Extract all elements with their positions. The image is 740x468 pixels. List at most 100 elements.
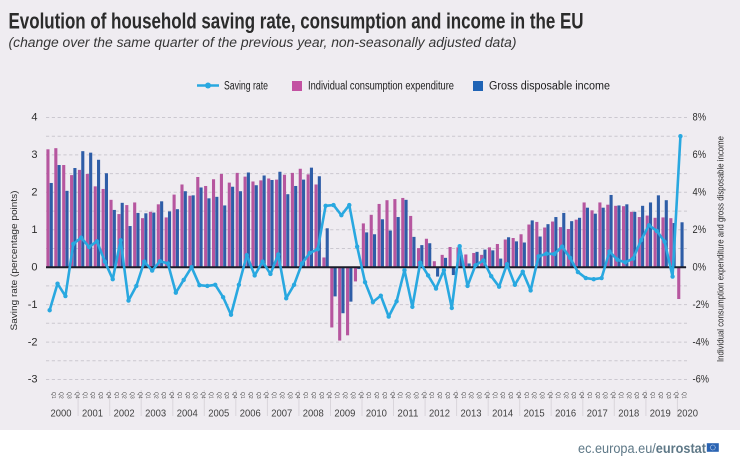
svg-text:Q3: Q3 <box>413 392 419 399</box>
svg-text:Q4: Q4 <box>200 392 206 399</box>
svg-text:Q3: Q3 <box>539 392 545 399</box>
svg-text:-3: -3 <box>28 374 38 386</box>
svg-text:Q1: Q1 <box>334 392 340 399</box>
svg-text:Q2: Q2 <box>247 392 253 399</box>
svg-text:2%: 2% <box>693 224 707 236</box>
svg-text:2: 2 <box>31 187 37 199</box>
svg-text:Q3: Q3 <box>633 392 639 399</box>
svg-text:Q3: Q3 <box>476 392 482 399</box>
svg-text:Q3: Q3 <box>349 392 355 399</box>
svg-text:2014: 2014 <box>492 408 513 420</box>
svg-text:Q1: Q1 <box>365 392 371 399</box>
svg-text:Q2: Q2 <box>405 392 411 399</box>
svg-text:Q4: Q4 <box>231 392 237 399</box>
svg-text:Q3: Q3 <box>192 392 198 399</box>
svg-text:2008: 2008 <box>303 408 324 420</box>
svg-text:4%: 4% <box>693 187 707 199</box>
svg-text:Q4: Q4 <box>137 392 143 399</box>
svg-text:Saving rate (percentage points: Saving rate (percentage points) <box>9 191 19 331</box>
svg-text:Q2: Q2 <box>562 392 568 399</box>
svg-text:1: 1 <box>31 224 37 236</box>
svg-text:Q2: Q2 <box>625 392 631 399</box>
svg-text:Q1: Q1 <box>81 392 87 399</box>
svg-text:2011: 2011 <box>397 408 418 420</box>
svg-text:Q2: Q2 <box>215 392 221 399</box>
svg-text:Q3: Q3 <box>255 392 261 399</box>
svg-text:2019: 2019 <box>650 408 671 420</box>
svg-text:Q4: Q4 <box>389 392 395 399</box>
svg-text:Q3: Q3 <box>286 392 292 399</box>
svg-text:Q2: Q2 <box>657 392 663 399</box>
svg-text:Q1: Q1 <box>618 392 624 399</box>
svg-text:Q3: Q3 <box>381 392 387 399</box>
svg-text:2005: 2005 <box>208 408 229 420</box>
svg-text:Q2: Q2 <box>531 392 537 399</box>
svg-text:2015: 2015 <box>524 408 545 420</box>
svg-text:2004: 2004 <box>177 408 198 420</box>
svg-text:Q2: Q2 <box>121 392 127 399</box>
svg-text:Q2: Q2 <box>184 392 190 399</box>
svg-text:Q1: Q1 <box>428 392 434 399</box>
svg-text:Q3: Q3 <box>129 392 135 399</box>
svg-text:Q4: Q4 <box>547 392 553 399</box>
svg-text:4: 4 <box>31 112 37 124</box>
svg-text:Q1: Q1 <box>523 392 529 399</box>
svg-text:2007: 2007 <box>271 408 292 420</box>
svg-text:3: 3 <box>31 149 37 161</box>
svg-text:Q2: Q2 <box>594 392 600 399</box>
svg-text:Q4: Q4 <box>610 392 616 399</box>
svg-text:6%: 6% <box>693 149 707 161</box>
svg-text:2013: 2013 <box>461 408 482 420</box>
svg-text:-2%: -2% <box>693 299 710 311</box>
svg-text:2002: 2002 <box>114 408 135 420</box>
svg-text:Q4: Q4 <box>483 392 489 399</box>
svg-text:Q1: Q1 <box>144 392 150 399</box>
svg-text:Q4: Q4 <box>641 392 647 399</box>
svg-text:ec.europa.eu/eurostat: ec.europa.eu/eurostat <box>578 441 706 456</box>
svg-text:Q2: Q2 <box>342 392 348 399</box>
svg-text:Q2: Q2 <box>278 392 284 399</box>
svg-text:Q2: Q2 <box>436 392 442 399</box>
svg-text:Q4: Q4 <box>294 392 300 399</box>
svg-text:2006: 2006 <box>240 408 261 420</box>
svg-text:Q1: Q1 <box>113 392 119 399</box>
svg-text:Q3: Q3 <box>66 392 72 399</box>
svg-text:Q2: Q2 <box>89 392 95 399</box>
svg-text:Q3: Q3 <box>444 392 450 399</box>
svg-text:Q4: Q4 <box>515 392 521 399</box>
svg-text:Q4: Q4 <box>357 392 363 399</box>
svg-text:Q3: Q3 <box>665 392 671 399</box>
svg-text:Q2: Q2 <box>468 392 474 399</box>
svg-text:Q1: Q1 <box>460 392 466 399</box>
svg-text:Q2: Q2 <box>499 392 505 399</box>
svg-text:Q3: Q3 <box>223 392 229 399</box>
svg-text:-2: -2 <box>28 336 38 348</box>
svg-text:-4%: -4% <box>693 336 710 348</box>
svg-text:Q4: Q4 <box>673 392 679 399</box>
svg-text:Q4: Q4 <box>420 392 426 399</box>
svg-text:Evolution of household saving: Evolution of household saving rate, cons… <box>9 8 584 33</box>
svg-text:Q1: Q1 <box>239 392 245 399</box>
svg-text:Q1: Q1 <box>554 392 560 399</box>
svg-text:8%: 8% <box>693 112 707 124</box>
svg-text:Q3: Q3 <box>160 392 166 399</box>
svg-text:(change over the same quarter: (change over the same quarter of the pre… <box>9 35 517 50</box>
svg-text:0: 0 <box>31 261 37 273</box>
svg-text:Q3: Q3 <box>570 392 576 399</box>
svg-text:2009: 2009 <box>334 408 355 420</box>
svg-text:2000: 2000 <box>51 408 72 420</box>
svg-text:Q1: Q1 <box>586 392 592 399</box>
svg-text:-1: -1 <box>28 299 38 311</box>
svg-text:Gross disposable income: Gross disposable income <box>489 81 610 93</box>
svg-text:Individual consumption expendi: Individual consumption expenditure <box>308 81 454 93</box>
svg-text:Q3: Q3 <box>602 392 608 399</box>
svg-text:Q4: Q4 <box>73 392 79 399</box>
svg-text:Q3: Q3 <box>318 392 324 399</box>
svg-text:2020: 2020 <box>677 408 698 420</box>
svg-text:Q4: Q4 <box>105 392 111 399</box>
svg-text:Q4: Q4 <box>578 392 584 399</box>
svg-text:Q1: Q1 <box>271 392 277 399</box>
svg-text:Q1: Q1 <box>681 392 687 399</box>
svg-text:Q1: Q1 <box>50 392 56 399</box>
svg-text:2012: 2012 <box>429 408 450 420</box>
